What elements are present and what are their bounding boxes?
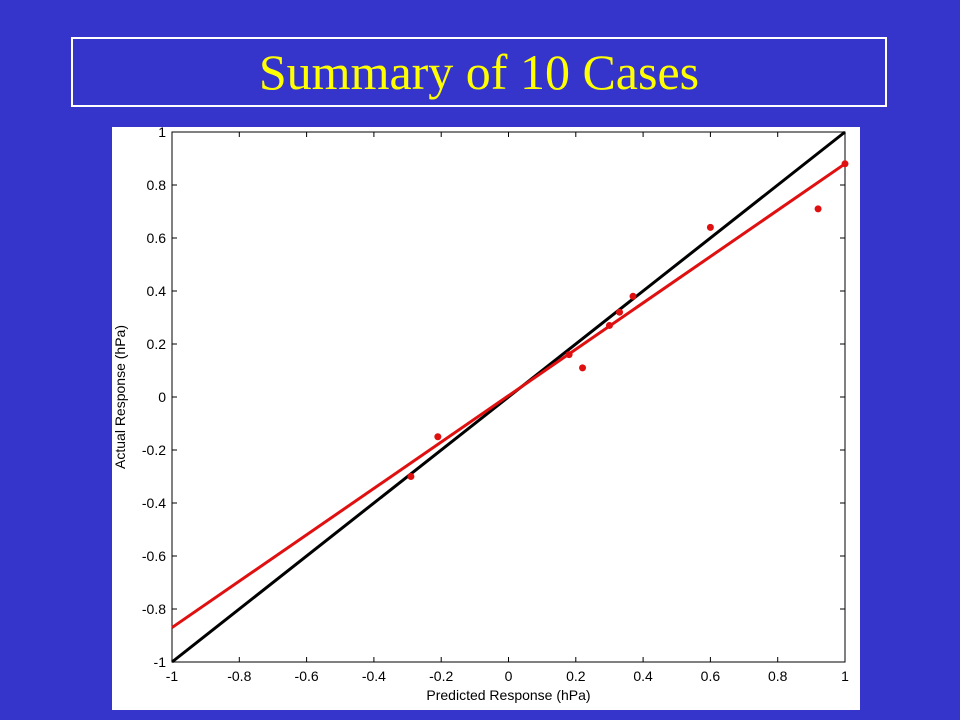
x-tick-label: 0.8 [768, 668, 788, 684]
y-tick-label: 0 [158, 389, 166, 405]
data-point [706, 223, 714, 231]
y-axis-label: Actual Response (hPa) [112, 325, 128, 469]
data-point [814, 205, 822, 213]
y-tick-label: 1 [158, 127, 166, 140]
data-points [407, 160, 849, 480]
y-tick-label: 0.4 [147, 283, 167, 299]
x-tick-label: 0.6 [701, 668, 721, 684]
y-tick-label: 0.8 [147, 177, 167, 193]
y-tick-label: 0.6 [147, 230, 167, 246]
x-tick-label: 0.4 [633, 668, 653, 684]
y-tick-label: -0.8 [142, 601, 166, 617]
tick-labels: -1 -0.8 -0.6 -0.4 -0.2 0 0.2 0.4 0.6 0.8 1 -1 -0.8 -0… [142, 127, 849, 684]
x-tick-label: -0.8 [227, 668, 251, 684]
regression-line [171, 162, 846, 629]
data-point [407, 473, 415, 480]
title-box: Summary of 10 Cases [71, 37, 887, 107]
series-lines [171, 130, 846, 664]
data-point [841, 160, 849, 168]
chart-figure: -1 -0.8 -0.6 -0.4 -0.2 0 0.2 0.4 0.6 0.8 1 -1 -0.8 -0… [112, 127, 860, 710]
data-point [605, 321, 613, 329]
x-tick-label: 0.2 [566, 668, 586, 684]
x-tick-label: 1 [841, 668, 849, 684]
y-tick-label: 0.2 [147, 336, 167, 352]
x-tick-label: 0 [505, 668, 513, 684]
axes [171, 131, 846, 663]
x-tick-label: -0.6 [295, 668, 319, 684]
x-axis-label: Predicted Response (hPa) [426, 687, 590, 703]
data-point [629, 292, 637, 300]
data-point [434, 433, 442, 441]
data-point [616, 308, 624, 316]
slide-title: Summary of 10 Cases [258, 44, 700, 100]
x-tick-label: -1 [166, 668, 179, 684]
y-tick-label: -0.4 [142, 495, 166, 511]
x-tick-label: -0.2 [429, 668, 453, 684]
data-point [579, 364, 587, 372]
x-tick-label: -0.4 [362, 668, 386, 684]
y-tick-label: -0.2 [142, 442, 166, 458]
data-point [565, 351, 573, 359]
y-tick-label: -1 [154, 654, 167, 670]
scatter-chart: -1 -0.8 -0.6 -0.4 -0.2 0 0.2 0.4 0.6 0.8 1 -1 -0.8 -0… [112, 127, 849, 703]
y-tick-label: -0.6 [142, 548, 166, 564]
